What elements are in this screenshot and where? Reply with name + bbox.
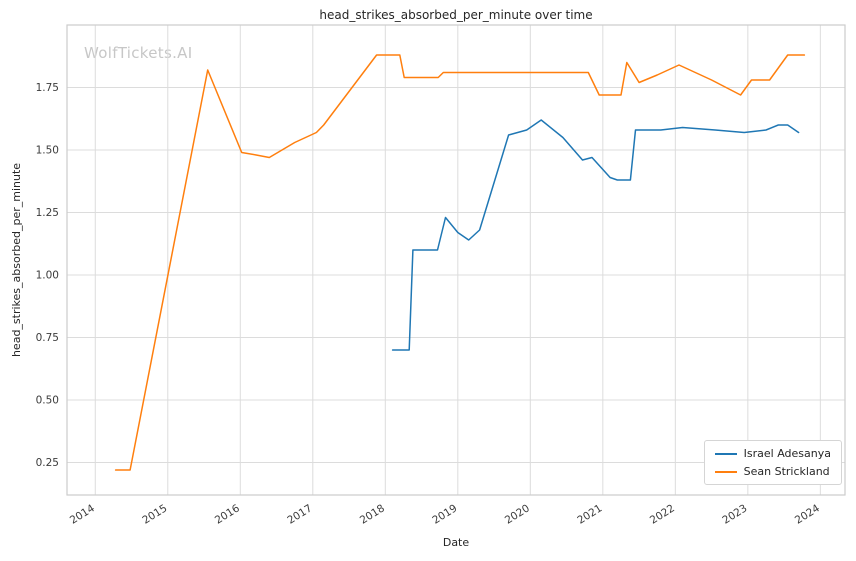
y-tick-label: 1.00 xyxy=(36,270,59,282)
x-tick-label: 2023 xyxy=(720,502,749,526)
series-line-sean-strickland xyxy=(114,54,806,471)
legend-line-swatch-blue xyxy=(714,452,737,455)
y-tick-label: 0.75 xyxy=(36,332,59,344)
x-tick-label: 2020 xyxy=(503,502,532,526)
legend: Israel Adesanya Sean Strickland xyxy=(703,440,842,485)
y-tick-label: 0.50 xyxy=(36,395,59,407)
y-tick-label: 1.75 xyxy=(36,82,59,94)
legend-item-israel-adesanya: Israel Adesanya xyxy=(714,447,831,460)
x-tick-label: 2024 xyxy=(793,502,822,527)
x-tick-label: 2015 xyxy=(140,502,169,526)
y-tick-label: 1.50 xyxy=(36,145,59,157)
x-tick-label: 2014 xyxy=(68,502,97,527)
y-tick-label: 1.25 xyxy=(36,207,59,219)
y-tick-label: 0.25 xyxy=(36,457,59,469)
x-tick-label: 2021 xyxy=(575,502,604,526)
y-axis-label: head_strikes_absorbed_per_minute xyxy=(10,162,23,358)
watermark-text: WolfTickets.AI xyxy=(84,44,193,62)
legend-line-swatch-orange xyxy=(714,470,737,473)
chart-title: head_strikes_absorbed_per_minute over ti… xyxy=(319,8,593,22)
series-line-israel-adesanya xyxy=(391,119,800,351)
legend-label: Sean Strickland xyxy=(743,465,830,478)
x-tick-label: 2019 xyxy=(430,502,459,526)
legend-item-sean-strickland: Sean Strickland xyxy=(714,465,831,478)
legend-label: Israel Adesanya xyxy=(743,447,831,460)
x-axis-label: Date xyxy=(442,536,470,549)
x-tick-label: 2022 xyxy=(648,502,677,526)
x-tick-label: 2017 xyxy=(285,502,314,526)
x-tick-label: 2018 xyxy=(358,502,387,526)
plot-border xyxy=(66,24,846,496)
x-tick-label: 2016 xyxy=(213,502,242,527)
